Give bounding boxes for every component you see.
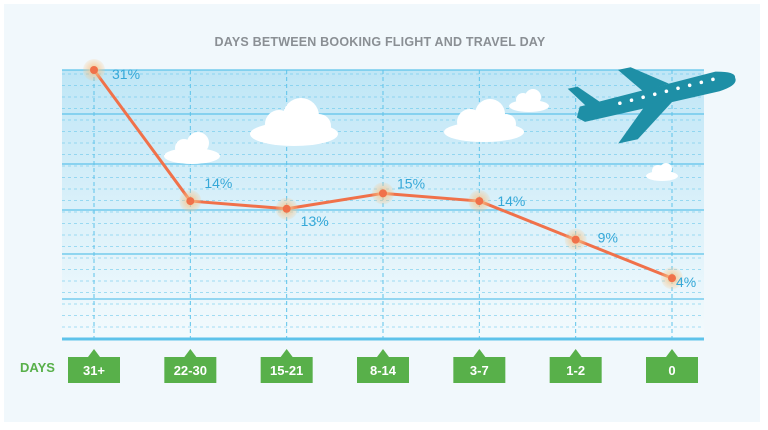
tick-box bbox=[646, 357, 698, 383]
data-label: 15% bbox=[397, 175, 425, 191]
cloud-icon bbox=[509, 89, 549, 112]
cloud-icon bbox=[250, 98, 338, 146]
tick-pointer bbox=[377, 349, 389, 357]
data-label: 31% bbox=[112, 66, 140, 82]
data-point bbox=[571, 235, 580, 244]
data-label: 14% bbox=[497, 193, 525, 209]
tick-label: 8-14 bbox=[370, 363, 397, 378]
tick-pointer bbox=[569, 349, 582, 357]
data-label: 14% bbox=[204, 175, 232, 191]
tick-box bbox=[549, 357, 602, 383]
x-axis-ticks: 31+ 22-30 15-21 8-14 3-7 1-2 0 bbox=[68, 349, 698, 383]
cloud-icon bbox=[164, 132, 220, 164]
tick-label: 3-7 bbox=[470, 363, 489, 378]
tick-label: 1-2 bbox=[566, 363, 585, 378]
data-label: 4% bbox=[676, 274, 696, 290]
tick-box bbox=[68, 357, 120, 383]
tick-pointer bbox=[666, 349, 678, 357]
tick-box bbox=[260, 357, 313, 383]
data-point bbox=[90, 66, 98, 74]
tick-box bbox=[357, 357, 409, 383]
tick-pointer bbox=[184, 349, 197, 357]
tick-label: 31+ bbox=[83, 363, 105, 378]
series-layer: 31% 14% 13% 15% 14% 9% 4% bbox=[83, 59, 696, 290]
tick-label: 15-21 bbox=[270, 363, 303, 378]
chart-frame: DAYS BETWEEN BOOKING FLIGHT AND TRAVEL D… bbox=[4, 4, 760, 422]
tick-pointer bbox=[473, 349, 486, 357]
tick-label: 22-30 bbox=[174, 363, 207, 378]
x-axis-label: DAYS bbox=[20, 360, 55, 375]
tick-label: 0 bbox=[668, 363, 675, 378]
cloud-icon bbox=[444, 99, 524, 142]
tick-box bbox=[164, 357, 217, 383]
airplane-icon bbox=[567, 67, 736, 144]
data-point bbox=[668, 274, 676, 283]
data-label: 9% bbox=[598, 230, 618, 246]
data-point bbox=[186, 197, 195, 206]
line-chart: DAYS BETWEEN BOOKING FLIGHT AND TRAVEL D… bbox=[20, 35, 736, 383]
tick-pointer bbox=[280, 349, 293, 357]
data-label: 13% bbox=[301, 213, 329, 229]
tick-pointer bbox=[88, 349, 100, 357]
chart-title: DAYS BETWEEN BOOKING FLIGHT AND TRAVEL D… bbox=[215, 35, 546, 49]
data-point bbox=[282, 204, 291, 213]
data-point bbox=[379, 189, 387, 198]
tick-box bbox=[453, 357, 506, 383]
data-point bbox=[475, 197, 484, 206]
cloud-icon bbox=[646, 163, 678, 181]
